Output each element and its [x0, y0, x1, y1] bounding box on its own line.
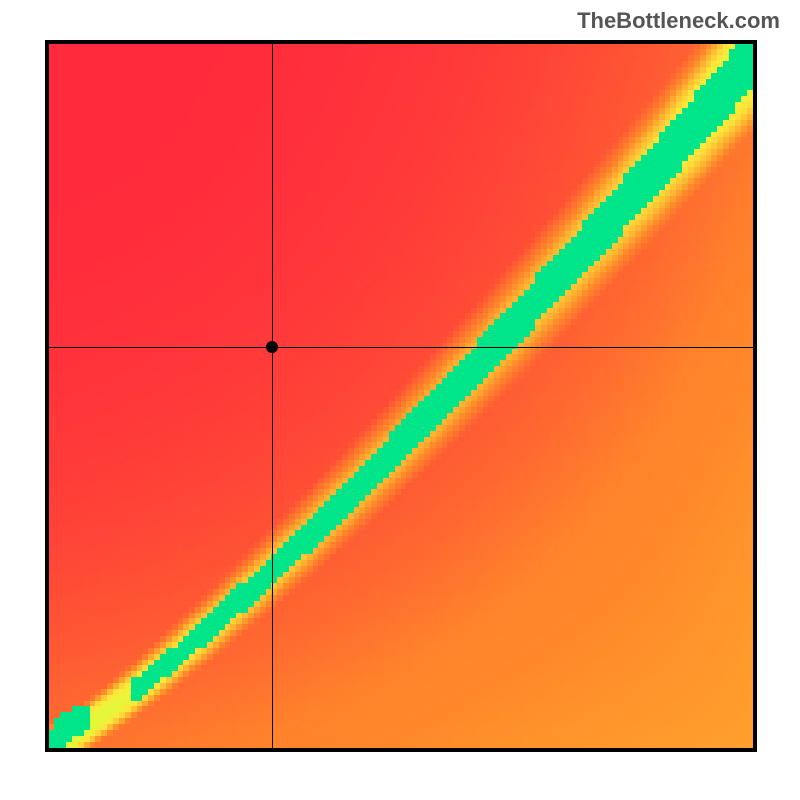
- heatmap-plot: [45, 40, 757, 752]
- heatmap-canvas: [49, 44, 753, 748]
- crosshair-horizontal: [49, 347, 753, 348]
- crosshair-vertical: [272, 44, 273, 748]
- watermark-text: TheBottleneck.com: [577, 8, 780, 34]
- crosshair-dot: [266, 341, 278, 353]
